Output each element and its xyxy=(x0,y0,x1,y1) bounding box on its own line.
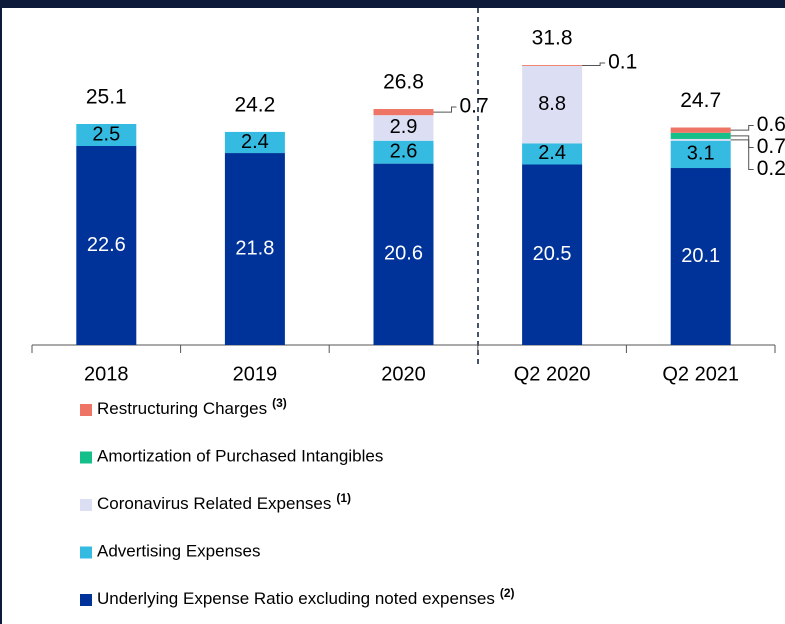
bar-segment xyxy=(224,131,285,154)
x-tick-label: 2018 xyxy=(84,363,129,385)
legend-swatch xyxy=(80,594,92,606)
x-tick-label: 2019 xyxy=(233,363,278,385)
total-label: 26.8 xyxy=(383,71,424,94)
bar-segment xyxy=(373,163,434,345)
legend-note: (2) xyxy=(500,586,515,600)
segment-label: 0.2 xyxy=(757,157,785,180)
legend-name: Advertising Expenses xyxy=(97,542,260,561)
legend-note: (1) xyxy=(336,491,351,505)
segment-label: 22.6 xyxy=(87,234,126,256)
total-label: 25.1 xyxy=(86,86,127,109)
segment-label: 20.1 xyxy=(681,245,720,267)
bar-segment xyxy=(373,109,434,116)
segment-label: 2.5 xyxy=(92,123,120,145)
bar-segment xyxy=(522,143,583,165)
x-tick-label: 2020 xyxy=(381,363,426,385)
legend-name: Restructuring Charges xyxy=(97,399,267,418)
legend-swatch xyxy=(80,404,92,416)
legend-swatch xyxy=(80,451,92,464)
legend-label: Coronavirus Related Expenses (1) xyxy=(97,491,351,513)
legend-swatch xyxy=(80,546,92,559)
segment-label: 2.6 xyxy=(390,140,418,162)
legend-name: Underlying Expense Ratio excluding noted… xyxy=(97,589,495,608)
legend-name: Coronavirus Related Expenses xyxy=(97,494,331,513)
legend-note: (3) xyxy=(272,396,287,410)
segment-label: 2.4 xyxy=(538,142,566,164)
legend-label: Amortization of Purchased Intangibles xyxy=(97,447,383,466)
bar-segment xyxy=(76,123,137,147)
bar-segment xyxy=(670,140,731,169)
bar-segment xyxy=(522,164,583,345)
legend-swatch xyxy=(80,499,92,511)
bar-segment xyxy=(670,132,731,139)
legend-label: Underlying Expense Ratio excluding noted… xyxy=(97,586,515,608)
segment-label: 0.6 xyxy=(757,113,785,136)
segment-label: 20.5 xyxy=(533,243,572,265)
segment-label: 0.7 xyxy=(757,135,785,158)
segment-label: 0.1 xyxy=(608,51,637,74)
legend-label: Restructuring Charges (3) xyxy=(97,396,287,418)
total-label: 24.2 xyxy=(234,93,275,116)
bar-segment xyxy=(373,140,434,164)
legend-label: Advertising Expenses xyxy=(97,542,260,561)
legend-name: Amortization of Purchased Intangibles xyxy=(97,447,383,466)
segment-label: 0.7 xyxy=(460,95,489,118)
bar-segment xyxy=(522,65,583,66)
segment-label: 21.8 xyxy=(235,237,274,259)
leader-line xyxy=(582,62,606,66)
leader-line xyxy=(730,135,754,149)
x-tick-label: Q2 2020 xyxy=(514,363,591,385)
top-band xyxy=(0,0,785,8)
bar-segment xyxy=(224,153,285,345)
bar-segment xyxy=(670,127,731,133)
segment-label: 2.4 xyxy=(241,131,269,153)
bar-segment xyxy=(76,146,137,345)
segment-label: 20.6 xyxy=(384,243,423,265)
bar-segment xyxy=(670,168,731,345)
x-tick-label: Q2 2021 xyxy=(662,363,739,385)
total-label: 31.8 xyxy=(532,27,573,50)
segment-label: 8.8 xyxy=(538,93,566,115)
bar-segment xyxy=(373,115,434,141)
bar-segment xyxy=(522,65,583,144)
total-label: 24.7 xyxy=(680,89,721,112)
left-border xyxy=(0,0,2,624)
segment-label: 2.9 xyxy=(390,116,418,138)
leader-line xyxy=(433,106,457,113)
bar-segment xyxy=(670,138,731,141)
leader-line xyxy=(730,125,754,131)
leader-line xyxy=(730,139,754,171)
segment-label: 3.1 xyxy=(687,143,715,165)
